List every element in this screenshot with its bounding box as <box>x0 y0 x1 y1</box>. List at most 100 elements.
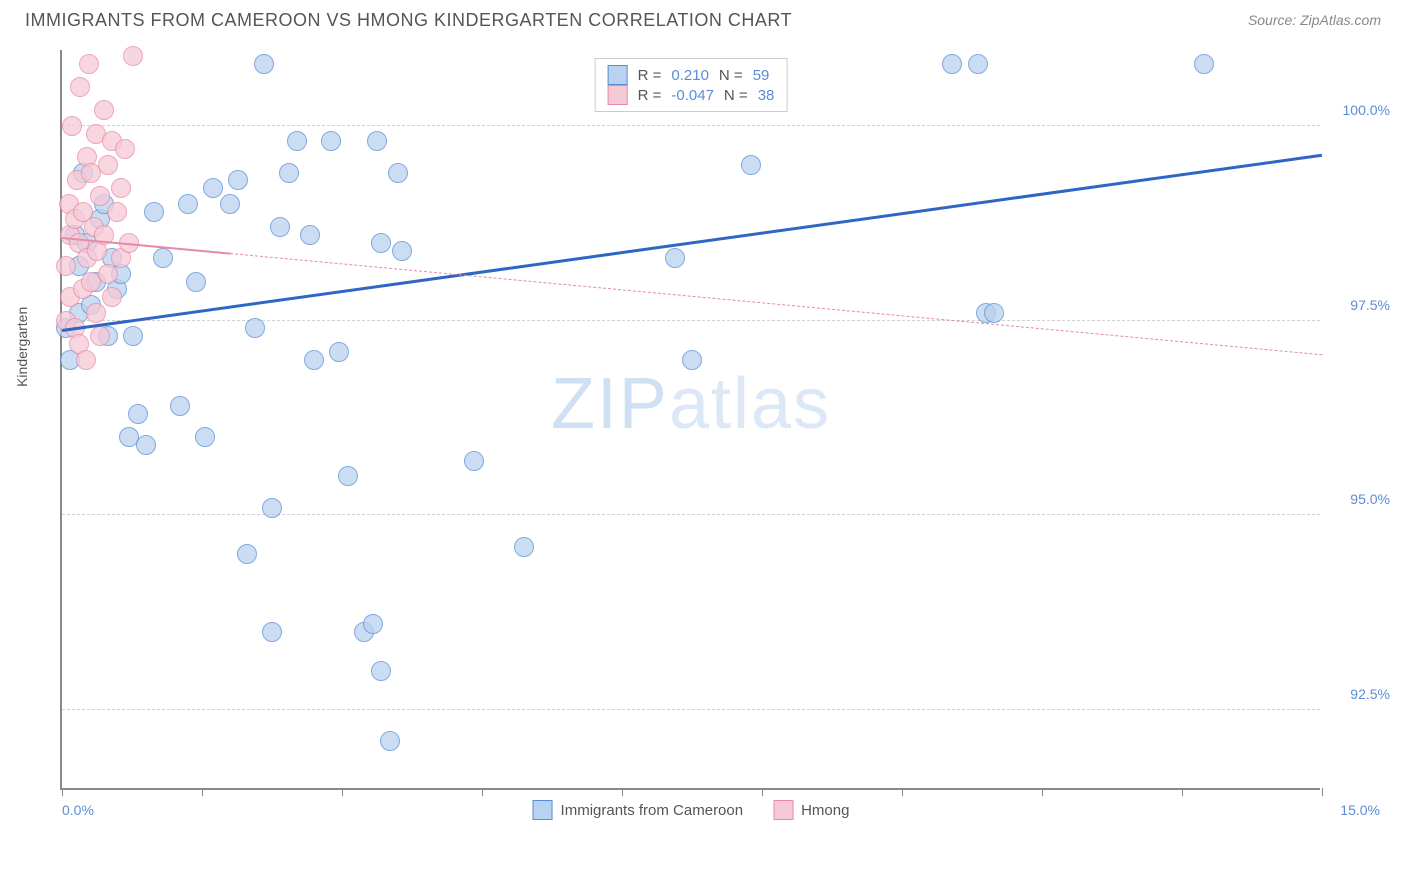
legend-item-cameroon: Immigrants from Cameroon <box>533 800 744 820</box>
data-point-hmong <box>98 155 118 175</box>
data-point-hmong <box>86 303 106 323</box>
data-point-cameroon <box>237 544 257 564</box>
n-label: N = <box>724 87 748 104</box>
x-tick <box>902 788 903 796</box>
source-prefix: Source: <box>1248 12 1300 28</box>
y-axis-label: Kindergarten <box>14 307 30 387</box>
y-tick-label: 100.0% <box>1330 102 1390 118</box>
x-tick <box>1042 788 1043 796</box>
data-point-cameroon <box>262 498 282 518</box>
series-legend: Immigrants from Cameroon Hmong <box>533 800 850 820</box>
data-point-hmong <box>123 46 143 66</box>
data-point-hmong <box>90 326 110 346</box>
trendline-cameroon <box>62 154 1322 332</box>
trendline-hmong-dashed <box>230 253 1322 355</box>
data-point-cameroon <box>392 241 412 261</box>
data-point-cameroon <box>287 131 307 151</box>
data-point-cameroon <box>254 54 274 74</box>
swatch-cameroon <box>533 800 553 820</box>
data-point-cameroon <box>741 155 761 175</box>
data-point-cameroon <box>1194 54 1214 74</box>
legend-row-cameroon: R = 0.210 N = 59 <box>608 65 775 85</box>
data-point-hmong <box>115 139 135 159</box>
n-value-hmong: 38 <box>758 87 775 104</box>
data-point-hmong <box>62 116 82 136</box>
y-tick-label: 92.5% <box>1330 686 1390 702</box>
legend-label-cameroon: Immigrants from Cameroon <box>561 802 744 819</box>
x-tick <box>1322 788 1323 796</box>
data-point-cameroon <box>144 202 164 222</box>
watermark: ZIPatlas <box>551 363 831 445</box>
data-point-hmong <box>79 54 99 74</box>
data-point-cameroon <box>245 318 265 338</box>
data-point-cameroon <box>380 731 400 751</box>
data-point-cameroon <box>170 396 190 416</box>
x-axis-min-label: 0.0% <box>62 802 94 818</box>
data-point-cameroon <box>371 233 391 253</box>
data-point-hmong <box>76 350 96 370</box>
r-label: R = <box>638 67 662 84</box>
data-point-cameroon <box>262 622 282 642</box>
r-label: R = <box>638 87 662 104</box>
chart-container: ZIPatlas R = 0.210 N = 59 R = -0.047 N =… <box>60 50 1390 820</box>
x-tick <box>202 788 203 796</box>
source-name: ZipAtlas.com <box>1300 12 1381 28</box>
data-point-cameroon <box>228 170 248 190</box>
x-axis-max-label: 15.0% <box>1340 802 1380 818</box>
source-attribution: Source: ZipAtlas.com <box>1248 12 1381 30</box>
data-point-cameroon <box>464 451 484 471</box>
x-tick <box>62 788 63 796</box>
data-point-hmong <box>102 287 122 307</box>
data-point-cameroon <box>220 194 240 214</box>
data-point-cameroon <box>153 248 173 268</box>
legend-label-hmong: Hmong <box>801 802 849 819</box>
data-point-cameroon <box>136 435 156 455</box>
swatch-cameroon <box>608 65 628 85</box>
data-point-hmong <box>111 178 131 198</box>
data-point-cameroon <box>371 661 391 681</box>
legend-item-hmong: Hmong <box>773 800 849 820</box>
y-tick-label: 97.5% <box>1330 297 1390 313</box>
data-point-hmong <box>90 186 110 206</box>
swatch-hmong <box>773 800 793 820</box>
data-point-cameroon <box>968 54 988 74</box>
data-point-cameroon <box>203 178 223 198</box>
x-tick <box>762 788 763 796</box>
data-point-cameroon <box>279 163 299 183</box>
x-tick <box>1182 788 1183 796</box>
gridline-h <box>62 709 1320 710</box>
r-value-hmong: -0.047 <box>671 87 714 104</box>
data-point-hmong <box>70 77 90 97</box>
correlation-legend: R = 0.210 N = 59 R = -0.047 N = 38 <box>595 58 788 112</box>
data-point-cameroon <box>329 342 349 362</box>
legend-row-hmong: R = -0.047 N = 38 <box>608 85 775 105</box>
data-point-cameroon <box>682 350 702 370</box>
data-point-cameroon <box>367 131 387 151</box>
gridline-h <box>62 125 1320 126</box>
data-point-cameroon <box>984 303 1004 323</box>
plot-area: ZIPatlas R = 0.210 N = 59 R = -0.047 N =… <box>60 50 1320 790</box>
data-point-hmong <box>56 256 76 276</box>
data-point-cameroon <box>128 404 148 424</box>
data-point-cameroon <box>270 217 290 237</box>
data-point-cameroon <box>300 225 320 245</box>
n-value-cameroon: 59 <box>753 67 770 84</box>
n-label: N = <box>719 67 743 84</box>
data-point-cameroon <box>338 466 358 486</box>
data-point-cameroon <box>665 248 685 268</box>
y-tick-label: 95.0% <box>1330 491 1390 507</box>
r-value-cameroon: 0.210 <box>671 67 709 84</box>
data-point-cameroon <box>388 163 408 183</box>
x-tick <box>342 788 343 796</box>
data-point-hmong <box>107 202 127 222</box>
chart-title: IMMIGRANTS FROM CAMEROON VS HMONG KINDER… <box>25 10 792 31</box>
data-point-cameroon <box>304 350 324 370</box>
data-point-cameroon <box>514 537 534 557</box>
data-point-hmong <box>94 100 114 120</box>
data-point-cameroon <box>178 194 198 214</box>
data-point-cameroon <box>321 131 341 151</box>
x-tick <box>622 788 623 796</box>
data-point-cameroon <box>363 614 383 634</box>
watermark-a: ZIP <box>551 364 669 444</box>
data-point-cameroon <box>123 326 143 346</box>
